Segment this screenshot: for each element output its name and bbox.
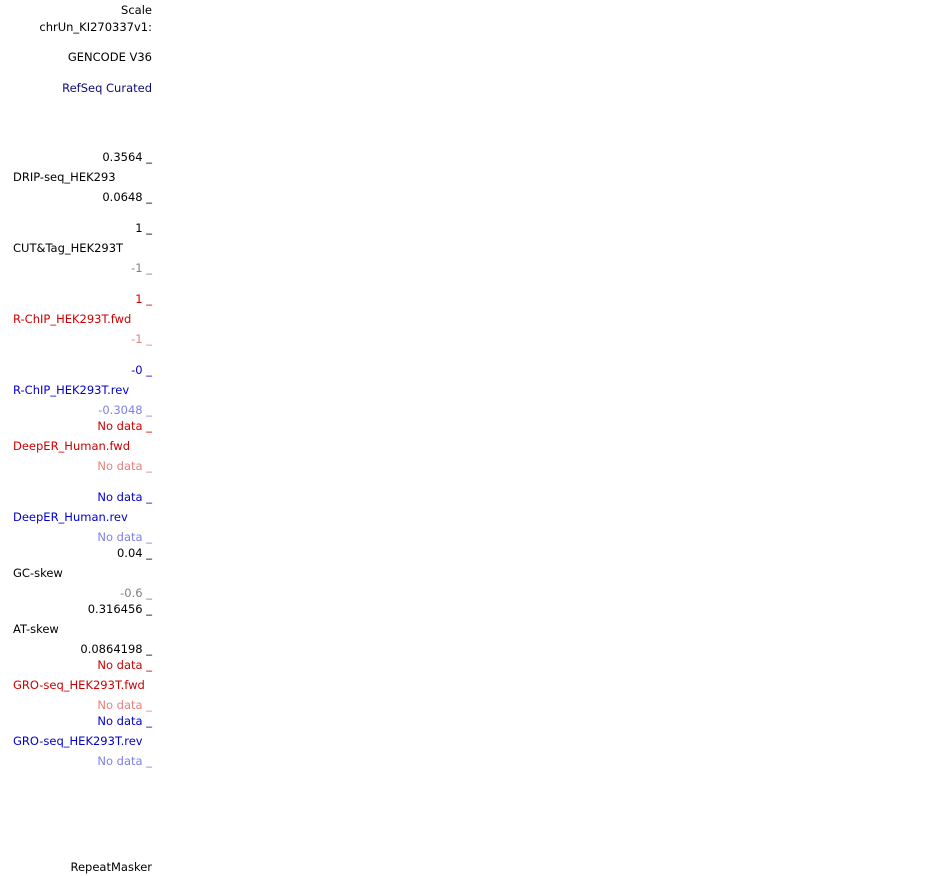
at-skew-min-value: 0.0864198 _ — [80, 642, 152, 656]
deeper-rev-min-value: No data _ — [97, 530, 152, 544]
gro-seq-rev-max-value: No data _ — [97, 714, 152, 728]
gro-seq-fwd-min-value: No data _ — [97, 698, 152, 712]
gro-seq-rev-track-label[interactable]: GRO-seq_HEK293T.rev — [13, 734, 143, 748]
deeper-fwd-max-value: No data _ — [97, 419, 152, 433]
at-skew-track-label[interactable]: AT-skew — [13, 622, 59, 636]
cut-tag-min-value: -1 _ — [131, 261, 152, 275]
gro-seq-fwd-track-label[interactable]: GRO-seq_HEK293T.fwd — [13, 678, 145, 692]
gro-seq-fwd-max-value: No data _ — [97, 658, 152, 672]
drip-seq-max-value: 0.3564 _ — [102, 150, 152, 164]
deeper-rev-max-value: No data _ — [97, 490, 152, 504]
r-chip-rev-track-label[interactable]: R-ChIP_HEK293T.rev — [13, 383, 130, 397]
drip-seq-min-value: 0.0648 _ — [102, 190, 152, 204]
r-chip-fwd-min-value: -1 _ — [131, 332, 152, 346]
r-chip-rev-max-value: -0 _ — [131, 363, 152, 377]
r-chip-fwd-track-label[interactable]: R-ChIP_HEK293T.fwd — [13, 312, 132, 326]
deeper-rev-track-label[interactable]: DeepER_Human.rev — [13, 510, 128, 524]
r-chip-fwd-max-value: 1 _ — [135, 292, 152, 306]
gro-seq-rev-min-value: No data _ — [97, 754, 152, 768]
gc-skew-min-value: -0.6 _ — [120, 586, 152, 600]
at-skew-max-value: 0.316456 _ — [87, 602, 152, 616]
deeper-fwd-min-value: No data _ — [97, 459, 152, 473]
cut-tag-max-value: 1 _ — [135, 221, 152, 235]
refseq-track-label[interactable]: RefSeq Curated — [62, 81, 152, 95]
r-chip-rev-min-value: -0.3048 _ — [98, 403, 152, 417]
cut-tag-track-label[interactable]: CUT&Tag_HEK293T — [13, 241, 124, 255]
gc-skew-max-value: 0.04 _ — [116, 546, 152, 560]
gc-skew-track-label[interactable]: GC-skew — [13, 566, 63, 580]
scale-label[interactable]: Scale — [121, 3, 152, 17]
chromosome-label[interactable]: chrUn_KI270337v1: — [39, 20, 152, 34]
drip-seq-track-label[interactable]: DRIP-seq_HEK293 — [13, 170, 116, 184]
gencode-track-label[interactable]: GENCODE V36 — [67, 50, 152, 64]
deeper-fwd-track-label[interactable]: DeepER_Human.fwd — [13, 439, 130, 453]
repeatmasker-track-label[interactable]: RepeatMasker — [70, 860, 153, 874]
